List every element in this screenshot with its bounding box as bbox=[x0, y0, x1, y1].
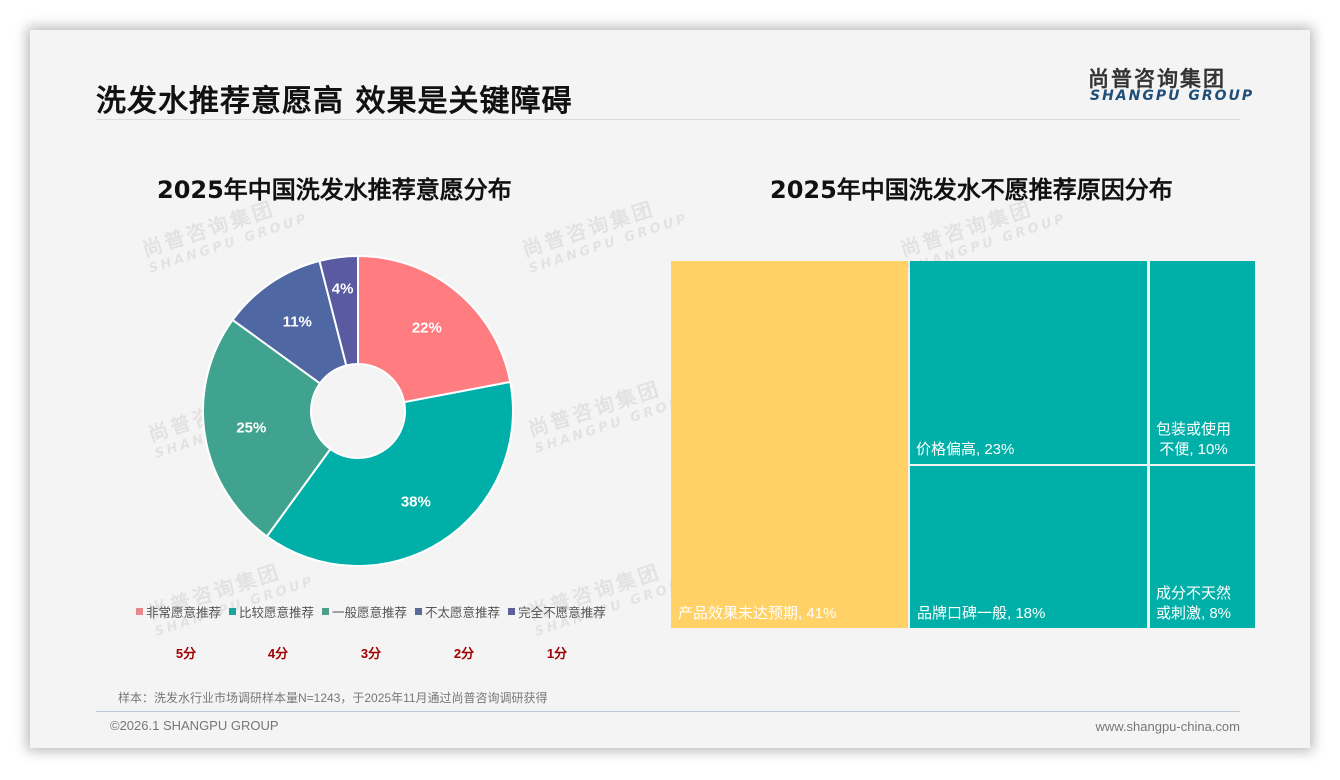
donut-slice bbox=[202, 318, 332, 538]
legend-swatch-icon bbox=[322, 608, 330, 615]
score-label: 1分 bbox=[546, 646, 568, 661]
legend-swatch-icon bbox=[229, 608, 237, 615]
score-label: 5分 bbox=[175, 646, 197, 661]
title-divider bbox=[96, 119, 1240, 120]
legend-swatch-icon bbox=[508, 608, 516, 615]
logo-chinese: 尚普咨询集团 bbox=[1088, 67, 1226, 91]
legend-swatch-icon bbox=[136, 608, 143, 615]
slice-label: 22% bbox=[411, 319, 442, 337]
legend-item: 不太愿意推荐 bbox=[415, 602, 500, 621]
website-link[interactable]: www.shangpu-china.com bbox=[1095, 719, 1240, 734]
footer-divider bbox=[96, 711, 1240, 712]
donut-legend: 非常愿意推荐 比较愿意推荐 一般愿意推荐 不太愿意推荐 完全不愿意推荐 bbox=[136, 602, 606, 621]
donut-slice bbox=[265, 380, 514, 567]
score-label: 3分 bbox=[360, 646, 382, 661]
treemap-cell-brand: 品牌口碑一般, 18% bbox=[910, 466, 1147, 628]
slice-label: 11% bbox=[282, 313, 312, 331]
page-title: 洗发水推荐意愿高 效果是关键障碍 bbox=[96, 84, 573, 119]
donut-slice bbox=[318, 254, 359, 367]
treemap-cell-effect: 产品效果未达预期, 41% bbox=[671, 261, 908, 628]
slice-label: 38% bbox=[400, 493, 431, 511]
legend-item: 一般愿意推荐 bbox=[322, 602, 407, 621]
slide: 洗发水推荐意愿高 效果是关键障碍 尚普咨询集团 SHANGPU GROUP 尚普… bbox=[30, 30, 1310, 748]
legend-swatch-icon bbox=[415, 608, 423, 615]
donut-slice bbox=[231, 259, 348, 385]
treemap-cell-price: 价格偏高, 23% bbox=[910, 261, 1147, 464]
donut-chart bbox=[202, 254, 514, 567]
score-label: 2分 bbox=[453, 646, 475, 661]
copyright: ©2026.1 SHANGPU GROUP bbox=[110, 718, 279, 733]
treemap-cell-ingredients: 成分不天然 或刺激, 8% bbox=[1150, 466, 1255, 628]
donut-chart-title: 2025年中国洗发水推荐意愿分布 bbox=[157, 176, 512, 204]
logo-english: SHANGPU GROUP bbox=[1090, 88, 1255, 104]
donut-slice bbox=[357, 254, 512, 404]
slice-label: 4% bbox=[331, 280, 354, 298]
slice-label: 25% bbox=[236, 419, 267, 437]
legend-item: 非常愿意推荐 bbox=[136, 602, 221, 621]
legend-item: 完全不愿意推荐 bbox=[508, 602, 606, 621]
treemap-chart-title: 2025年中国洗发水不愿推荐原因分布 bbox=[770, 176, 1173, 204]
treemap-cell-packaging: 包装或使用 不便, 10% bbox=[1150, 261, 1255, 464]
sample-note: 样本：洗发水行业市场调研样本量N=1243，于2025年11月通过尚普咨询调研获… bbox=[118, 691, 548, 705]
score-label: 4分 bbox=[267, 646, 289, 661]
legend-item: 比较愿意推荐 bbox=[229, 602, 314, 621]
